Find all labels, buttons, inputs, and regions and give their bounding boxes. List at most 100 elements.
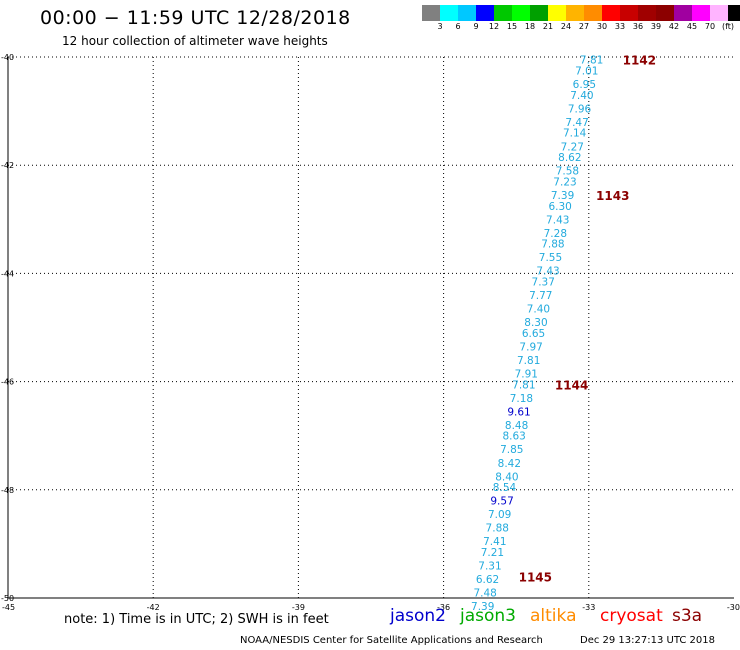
wave-height-value: 7.21 (481, 547, 504, 559)
color-swatch (530, 5, 548, 21)
color-swatch (602, 5, 620, 21)
y-tick-label: -42 (1, 161, 14, 170)
wave-height-value: 7.47 (565, 117, 588, 129)
wave-height-value: 7.37 (532, 277, 555, 289)
color-swatch (566, 5, 584, 21)
wave-height-value: 7.40 (570, 90, 593, 102)
wave-height-value: 7.58 (556, 166, 579, 178)
wave-height-value: 8.30 (524, 317, 547, 329)
y-tick-label: -40 (1, 53, 14, 62)
color-swatch (422, 5, 440, 21)
wave-height-value: 7.55 (539, 252, 562, 264)
color-scale-label: 24 (560, 22, 572, 31)
pass-number-label: 1142 (623, 54, 656, 68)
pass-number-label: 1145 (519, 570, 552, 584)
pass-number-label: 1143 (596, 189, 629, 203)
color-scale-bar (422, 5, 740, 21)
color-swatch (674, 5, 692, 21)
color-swatch (494, 5, 512, 21)
y-tick-label: -46 (1, 378, 14, 387)
chart-title: 00:00 − 11:59 UTC 12/28/2018 (40, 7, 351, 29)
wave-height-value: 7.88 (541, 239, 564, 251)
color-scale-label: 36 (632, 22, 644, 31)
x-tick-label: -39 (292, 603, 305, 612)
color-swatch (476, 5, 494, 21)
y-tick-label: -50 (1, 594, 14, 603)
wave-height-value: 7.77 (529, 290, 552, 302)
legend-altika: altika (530, 606, 577, 626)
wave-height-value: 7.88 (486, 523, 509, 535)
wave-height-value: 7.96 (568, 103, 592, 115)
wave-height-value: 6.62 (476, 574, 499, 586)
wave-height-value: 7.48 (473, 588, 496, 600)
wave-height-value: 7.91 (515, 368, 538, 380)
legend-s3a: s3a (672, 606, 703, 626)
color-scale-label: 33 (614, 22, 626, 31)
color-scale-label: 70 (704, 22, 716, 31)
wave-height-value: 7.23 (553, 176, 576, 188)
pass-number-label: 1144 (555, 378, 588, 392)
color-scale-label: 15 (506, 22, 518, 31)
color-scale-label: 30 (596, 22, 608, 31)
color-swatch (656, 5, 674, 21)
wave-height-value: 6.65 (522, 328, 545, 340)
legend-cryosat: cryosat (600, 606, 663, 626)
wave-height-value: 7.28 (544, 228, 567, 240)
x-tick-label: -42 (147, 603, 160, 612)
color-scale-label: 12 (488, 22, 500, 31)
wave-height-value: 8.54 (493, 482, 517, 494)
wave-height-value: 8.48 (505, 420, 528, 432)
wave-height-value: 7.81 (512, 379, 535, 391)
color-scale-label: 21 (542, 22, 554, 31)
color-scale-label: (ft) (721, 22, 735, 31)
wave-height-value: 7.81 (517, 355, 540, 367)
color-swatch (710, 5, 728, 21)
wave-height-value: 7.97 (519, 341, 542, 353)
color-scale-label: 18 (524, 22, 536, 31)
color-scale-label: 45 (686, 22, 698, 31)
color-scale-label: 39 (650, 22, 662, 31)
wave-height-value: 7.18 (510, 393, 533, 405)
wave-height-value: 7.39 (551, 190, 574, 202)
wave-height-value: 7.81 (580, 55, 603, 67)
legend-jason3: jason3 (460, 606, 516, 626)
wave-height-value: 7.09 (488, 509, 511, 521)
color-scale-label: 9 (473, 22, 479, 31)
x-tick-label: -36 (437, 603, 450, 612)
wave-height-value: 7.14 (563, 128, 587, 140)
wave-height-value: 7.43 (546, 214, 569, 226)
wave-height-value: 8.40 (495, 471, 518, 483)
footer-timestamp: Dec 29 13:27:13 UTC 2018 (580, 635, 715, 646)
wave-height-value: 8.42 (498, 458, 521, 470)
x-tick-label: -33 (582, 603, 595, 612)
color-scale-label: 3 (437, 22, 443, 31)
y-tick-label: -44 (1, 269, 14, 278)
wave-height-value: 8.63 (502, 431, 525, 443)
wave-height-value: 9.57 (490, 496, 513, 508)
wave-height-value: 7.39 (471, 601, 494, 613)
color-scale-label: 6 (455, 22, 461, 31)
color-swatch (728, 5, 740, 21)
x-tick-label: -45 (2, 603, 15, 612)
y-tick-label: -48 (1, 486, 14, 495)
color-scale-label: 42 (668, 22, 680, 31)
color-swatch (620, 5, 638, 21)
wave-height-value: 7.41 (483, 536, 506, 548)
chart-subtitle: 12 hour collection of altimeter wave hei… (62, 34, 328, 48)
wave-height-value: 6.95 (573, 79, 596, 91)
color-swatch (458, 5, 476, 21)
color-swatch (512, 5, 530, 21)
x-tick-label: -30 (727, 603, 740, 612)
color-swatch (692, 5, 710, 21)
color-swatch (548, 5, 566, 21)
color-swatch (584, 5, 602, 21)
wave-height-value: 8.62 (558, 152, 581, 164)
wave-height-value: 7.40 (527, 304, 550, 316)
wave-height-value: 9.61 (507, 406, 530, 418)
wave-height-value: 7.85 (500, 444, 523, 456)
wave-height-value: 7.43 (536, 266, 559, 278)
footer-credit: NOAA/NESDIS Center for Satellite Applica… (240, 635, 543, 646)
color-swatch (440, 5, 458, 21)
note-text: note: 1) Time is in UTC; 2) SWH is in fe… (64, 612, 329, 627)
